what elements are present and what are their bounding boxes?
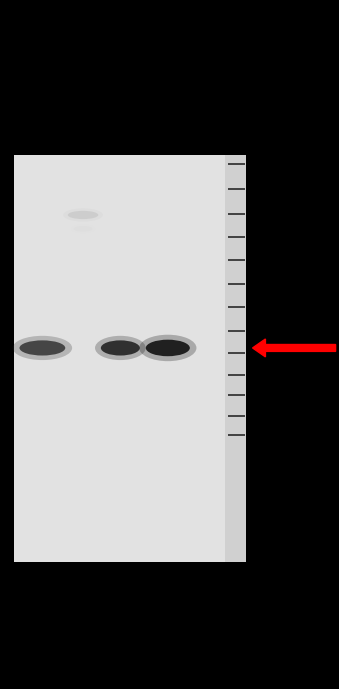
Ellipse shape [139,335,197,361]
Ellipse shape [13,336,72,360]
Ellipse shape [19,340,65,356]
Ellipse shape [71,225,95,233]
Ellipse shape [63,208,103,222]
Ellipse shape [68,211,98,219]
Ellipse shape [101,340,140,356]
Bar [225,155,246,562]
Ellipse shape [146,340,190,356]
Bar [14,155,225,562]
Ellipse shape [95,336,146,360]
FancyArrow shape [253,339,336,357]
Ellipse shape [74,226,92,232]
